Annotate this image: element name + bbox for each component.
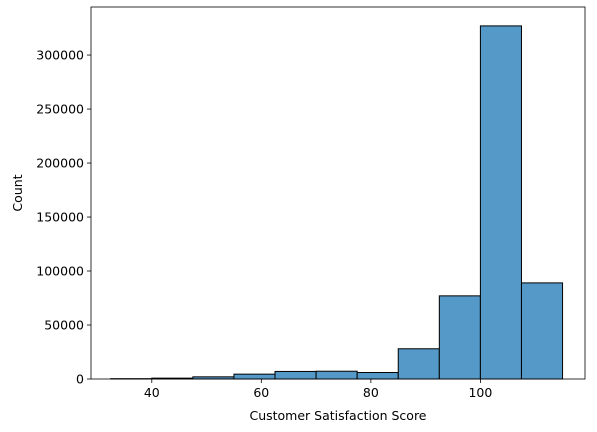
y-tick-label-1: 50000 bbox=[44, 318, 84, 333]
histogram-bar-8 bbox=[439, 296, 480, 379]
y-tick-label-2: 100000 bbox=[36, 264, 84, 279]
x-axis-ticks: 40 60 80 100 bbox=[144, 379, 493, 400]
x-tick-label-1: 60 bbox=[253, 385, 269, 400]
bars-group bbox=[111, 26, 563, 379]
y-axis-ticks: 0 50000 100000 150000 200000 250000 300000 bbox=[36, 48, 91, 387]
histogram-bar-9 bbox=[480, 26, 521, 379]
histogram-bar-10 bbox=[521, 283, 562, 379]
y-tick-label-4: 200000 bbox=[36, 156, 84, 171]
y-tick-label-3: 150000 bbox=[36, 210, 84, 225]
y-tick-label-6: 300000 bbox=[36, 48, 84, 63]
x-axis-label: Customer Satisfaction Score bbox=[249, 408, 426, 423]
histogram-bar-7 bbox=[398, 349, 439, 379]
histogram-bar-4 bbox=[275, 371, 316, 379]
y-tick-label-5: 250000 bbox=[36, 102, 84, 117]
histogram-bar-3 bbox=[234, 374, 275, 379]
y-axis-label: Count bbox=[10, 174, 25, 211]
histogram-bar-5 bbox=[316, 371, 357, 379]
x-tick-label-2: 80 bbox=[363, 385, 379, 400]
y-tick-label-0: 0 bbox=[76, 372, 84, 387]
x-tick-label-0: 40 bbox=[144, 385, 160, 400]
x-tick-label-3: 100 bbox=[468, 385, 492, 400]
histogram-bar-6 bbox=[357, 373, 398, 379]
